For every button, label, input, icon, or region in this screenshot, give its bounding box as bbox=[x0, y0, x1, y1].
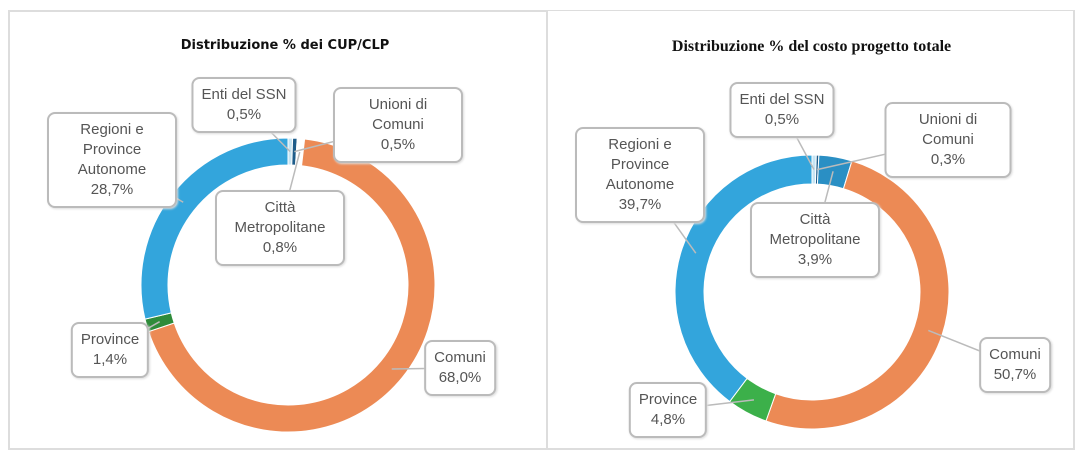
label-value: 0,5% bbox=[764, 111, 800, 128]
donut-slice bbox=[140, 137, 289, 320]
label-value: 50,7% bbox=[993, 366, 1037, 383]
label-category: Unioni di Comuni bbox=[918, 111, 978, 148]
label-category: Città Metropolitane bbox=[234, 199, 326, 236]
data-label: Comuni 68,0% bbox=[424, 340, 496, 396]
donut-slice bbox=[147, 138, 436, 433]
chart-title: Distribuzione % del costo progetto total… bbox=[671, 38, 952, 55]
label-value: 0,5% bbox=[226, 106, 262, 123]
label-value: 68,0% bbox=[438, 369, 482, 386]
label-value: 0,5% bbox=[380, 136, 416, 153]
label-value: 0,3% bbox=[930, 151, 966, 168]
label-value: 28,7% bbox=[90, 181, 134, 198]
label-value: 4,8% bbox=[650, 411, 686, 428]
label-value: 1,4% bbox=[92, 351, 128, 368]
data-label: Comuni 50,7% bbox=[979, 337, 1051, 393]
label-category: Unioni di Comuni bbox=[368, 96, 428, 133]
data-label: Regioni e Province Autonome 39,7% bbox=[575, 127, 705, 223]
label-category: Comuni bbox=[434, 349, 486, 366]
data-label: Unioni di Comuni 0,5% bbox=[333, 87, 463, 163]
data-label: Enti del SSN 0,5% bbox=[729, 82, 835, 138]
label-category: Regioni e Province Autonome bbox=[77, 121, 147, 178]
data-label: Città Metropolitane 3,9% bbox=[750, 202, 880, 278]
data-label: Enti del SSN 0,5% bbox=[191, 77, 297, 133]
label-category: Province bbox=[80, 331, 140, 348]
label-category: Enti del SSN bbox=[201, 86, 287, 103]
label-category: Enti del SSN bbox=[739, 91, 825, 108]
donut-slice bbox=[674, 154, 813, 403]
label-category: Città Metropolitane bbox=[769, 211, 861, 248]
data-label: Province 4,8% bbox=[628, 382, 708, 438]
page: Distribuzione % dei CUP/CLP Distribuzion… bbox=[8, 10, 1075, 450]
label-value: 0,8% bbox=[262, 239, 298, 256]
chart bbox=[109, 104, 1016, 433]
data-label: Città Metropolitane 0,8% bbox=[215, 190, 345, 266]
data-label: Province 1,4% bbox=[70, 322, 150, 378]
label-category: Regioni e Province Autonome bbox=[605, 136, 675, 193]
label-category: Province bbox=[638, 391, 698, 408]
data-label: Regioni e Province Autonome 28,7% bbox=[47, 112, 177, 208]
label-value: 3,9% bbox=[797, 251, 833, 268]
data-label: Unioni di Comuni 0,3% bbox=[884, 102, 1012, 178]
label-category: Comuni bbox=[989, 346, 1041, 363]
label-value: 39,7% bbox=[618, 196, 662, 213]
donut-slice bbox=[765, 160, 950, 430]
chart-title: Distribuzione % dei CUP/CLP bbox=[180, 38, 390, 53]
